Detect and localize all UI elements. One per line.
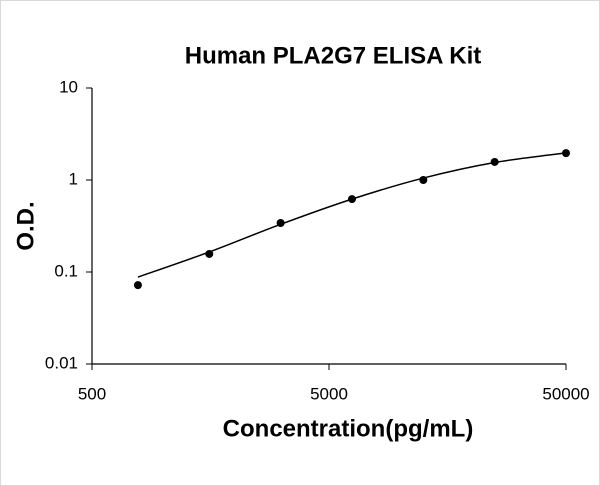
data-point [133,281,142,290]
chart-title: Human PLA2G7 ELISA Kit [185,42,481,69]
y-tick-label: 0.1 [54,261,78,280]
x-tick-label: 50000 [542,384,589,403]
fit-curve [137,152,567,278]
y-axis-label: O.D. [12,201,39,250]
y-tick-label: 1 [69,169,78,188]
x-tick-label: 5000 [310,384,348,403]
x-axis-label: Concentration(pg/mL) [223,415,474,442]
y-tick-label: 10 [59,77,78,96]
x-tick-label: 500 [78,384,106,403]
y-tick-label: 0.01 [45,353,78,372]
